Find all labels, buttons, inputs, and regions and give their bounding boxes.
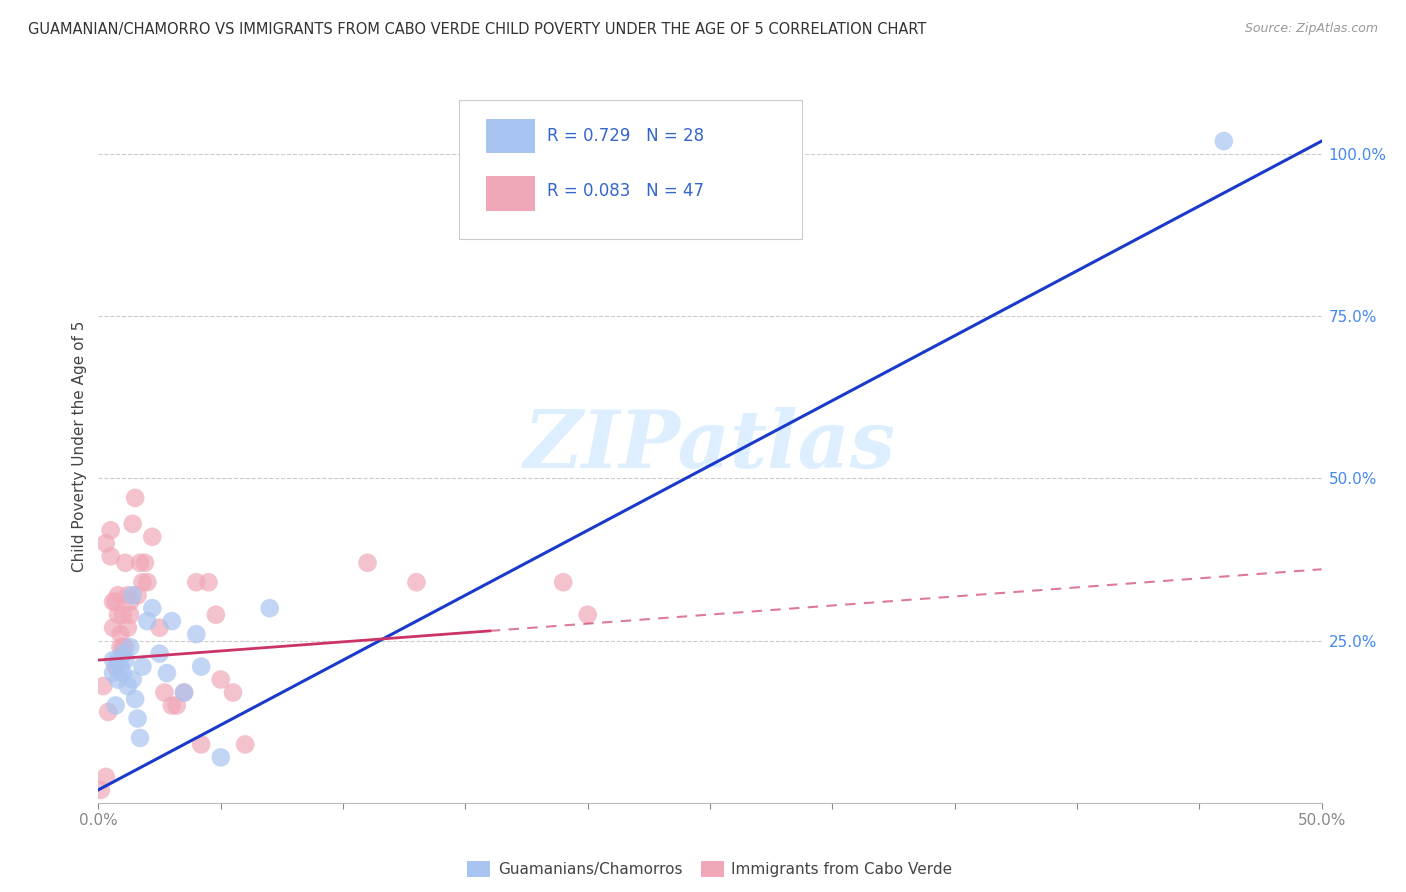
Point (111, 647, 134, 661)
Legend: Guamanians/Chamorros, Immigrants from Cabo Verde: Guamanians/Chamorros, Immigrants from Ca… (468, 862, 952, 877)
Point (101, 653, 124, 667)
Point (120, 607, 142, 622)
Point (259, 601, 281, 615)
Point (186, 575, 208, 590)
Point (110, 627, 132, 641)
Point (166, 698, 188, 713)
Point (129, 556, 152, 570)
Point (121, 588, 143, 602)
Point (197, 575, 219, 590)
Point (405, 575, 427, 590)
Point (101, 621, 124, 635)
Point (107, 588, 129, 602)
Point (576, 607, 599, 622)
Point (107, 607, 129, 622)
Point (233, 738, 256, 752)
Point (94, 770, 117, 784)
Point (110, 640, 132, 654)
Point (141, 530, 163, 544)
Point (94, 536, 117, 550)
Point (160, 614, 183, 628)
Point (100, 549, 122, 564)
Y-axis label: Child Poverty Under the Age of 5: Child Poverty Under the Age of 5 (72, 320, 87, 572)
Point (114, 640, 136, 654)
Point (120, 640, 142, 654)
Point (111, 607, 134, 622)
Point (136, 575, 159, 590)
Point (136, 614, 159, 628)
Point (190, 738, 212, 752)
Point (111, 640, 134, 654)
Point (121, 516, 143, 531)
Point (190, 659, 212, 673)
Point (127, 588, 149, 602)
Bar (486, 120, 536, 153)
Point (107, 653, 129, 667)
Point (104, 698, 127, 713)
Point (205, 607, 228, 622)
Point (104, 659, 127, 673)
Point (110, 659, 132, 673)
Point (222, 685, 245, 699)
Point (114, 556, 136, 570)
Point (120, 595, 142, 609)
Point (160, 698, 183, 713)
Point (114, 653, 136, 667)
Point (101, 595, 124, 609)
Point (1212, 134, 1234, 148)
Point (121, 673, 143, 687)
Text: Source: ZipAtlas.com: Source: ZipAtlas.com (1244, 22, 1378, 36)
Point (149, 621, 172, 635)
Point (117, 621, 139, 635)
Point (156, 666, 179, 681)
Point (149, 647, 172, 661)
Point (124, 491, 146, 505)
Point (117, 679, 139, 693)
Point (173, 685, 195, 699)
Point (129, 731, 152, 745)
Point (127, 711, 149, 725)
Point (100, 524, 122, 538)
Point (553, 575, 575, 590)
Point (124, 692, 146, 706)
Point (209, 673, 232, 687)
Point (209, 750, 232, 764)
FancyBboxPatch shape (460, 100, 801, 239)
Text: ZIPatlas: ZIPatlas (524, 408, 896, 484)
Point (134, 556, 156, 570)
Text: GUAMANIAN/CHAMORRO VS IMMIGRANTS FROM CABO VERDE CHILD POVERTY UNDER THE AGE OF : GUAMANIAN/CHAMORRO VS IMMIGRANTS FROM CA… (28, 22, 927, 37)
Point (91, 679, 114, 693)
Bar (486, 177, 536, 211)
Point (131, 659, 153, 673)
Point (131, 575, 153, 590)
Point (173, 685, 195, 699)
Text: R = 0.729   N = 28: R = 0.729 N = 28 (547, 127, 704, 145)
Point (111, 666, 134, 681)
Point (97, 705, 120, 719)
Point (104, 595, 127, 609)
Point (90, 782, 112, 797)
Point (101, 666, 124, 681)
Point (107, 673, 129, 687)
Point (153, 685, 176, 699)
Text: R = 0.083   N = 47: R = 0.083 N = 47 (547, 182, 704, 200)
Point (117, 588, 139, 602)
Point (356, 556, 378, 570)
Point (186, 627, 208, 641)
Point (141, 601, 163, 615)
